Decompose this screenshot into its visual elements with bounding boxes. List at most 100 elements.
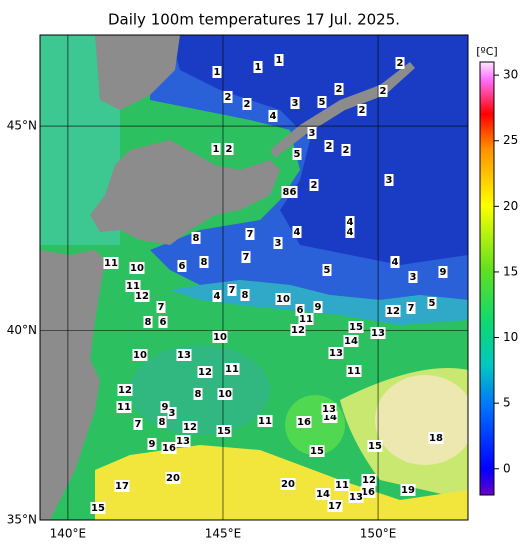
land [95,35,180,110]
contour-label: 5 [429,298,436,309]
contour-label-box [317,96,327,108]
contour-label-box [348,321,364,333]
contour-label-box [400,484,416,496]
contour-label: 2 [380,86,387,97]
contour-label-box [240,289,250,301]
contour-label-box [176,349,192,361]
x-tick-label: 140°E [50,527,87,541]
y-tick-label: 45°N [7,119,37,133]
contour-label: 6 [290,187,297,198]
contour-label-box [177,260,187,272]
contour-label: 10 [218,389,232,400]
contour-label-box [133,418,143,430]
contour-label-box [357,104,367,116]
contour-label: 13 [371,328,385,339]
contour-label: 2 [225,92,232,103]
contour-label: 16 [361,487,375,498]
ocean-zone [375,375,468,465]
contour-label: 11 [335,480,349,491]
contour-label: 14 [323,412,337,423]
contour-label-box [212,290,222,302]
contour-label: 10 [133,350,147,361]
contour-label-box [167,407,177,419]
contour-label-box [292,148,302,160]
contour-label: 1 [214,67,221,78]
contour-label: 7 [408,303,415,314]
contour-label-box [224,363,240,375]
contour-label: 12 [386,306,400,317]
contour-label-box [217,388,233,400]
contour-label: 2 [226,144,233,155]
contour-label: 2 [311,180,318,191]
contour-label: 9 [440,267,447,278]
contour-label-box [116,401,132,413]
contour-label: 7 [247,229,254,240]
contour-label-box [348,491,364,503]
contour-label: 8 [159,417,166,428]
contour-label: 11 [347,366,361,377]
contour-label-box [427,297,437,309]
contour-label: 8 [201,257,208,268]
contour-label: 4 [270,111,277,122]
contour-label: 3 [292,98,299,109]
contour-label-box [296,416,312,428]
x-tick-label: 150°E [360,527,397,541]
contour-label: 4 [347,217,354,228]
contour-label: 2 [326,141,333,152]
contour-label: 9 [315,302,322,313]
colorbar-tick-label: 30 [503,68,518,82]
colorbar-unit: [ºC] [476,45,497,58]
contour-label-box [165,472,181,484]
contour-label-box [160,401,170,413]
contour-label-box [156,301,166,313]
contour-label: 16 [297,417,311,428]
contour-label: 12 [118,385,132,396]
contour-label-box [103,257,119,269]
contour-label: 11 [225,364,239,375]
contour-label: 13 [329,348,343,359]
contour-label-box [345,216,355,228]
contour-label-box [395,57,405,69]
title: Daily 100m temperatures 17 Jul. 2025. [108,11,400,29]
contour-label-box [309,179,319,191]
colorbar-tick-label: 10 [503,330,518,344]
contour-label: 4 [214,291,221,302]
contour-label: 7 [158,302,165,313]
contour-label-box [212,331,228,343]
contour-label: 14 [344,336,358,347]
contour-label-box [290,324,306,336]
contour-label: 6 [160,317,167,328]
contour-label-box [324,140,334,152]
contour-label: 8 [145,317,152,328]
contour-label-box [182,421,198,433]
contour-label: 6 [179,261,186,272]
contour-label-box [114,480,130,492]
contour-label: 8 [193,233,200,244]
contour-label: 13 [177,350,191,361]
contour-label: 9 [149,439,156,450]
colorbar [479,61,495,496]
ocean-zone [170,35,468,265]
contour-label-box [408,271,418,283]
contour-label-box [281,186,291,198]
colorbar-tick-label: 0 [503,461,511,475]
contour-label: 11 [104,258,118,269]
contour-label-box [197,366,213,378]
contour-label-box [199,256,209,268]
contour-label-box [216,425,232,437]
contour-label: 2 [244,99,251,110]
contour-label-box [360,486,376,498]
contour-label-box [327,500,343,512]
contour-label-box [384,174,394,186]
contour-label-box [227,284,237,296]
contour-label-box [193,388,203,400]
contour-label: 12 [362,475,376,486]
contour-label: 3 [309,128,316,139]
contour-label: 3 [169,408,176,419]
contour-label-box [143,316,153,328]
contour-label-box [346,365,362,377]
contour-label: 9 [162,402,169,413]
contour-label: 12 [183,422,197,433]
contour-label-box [273,237,283,249]
